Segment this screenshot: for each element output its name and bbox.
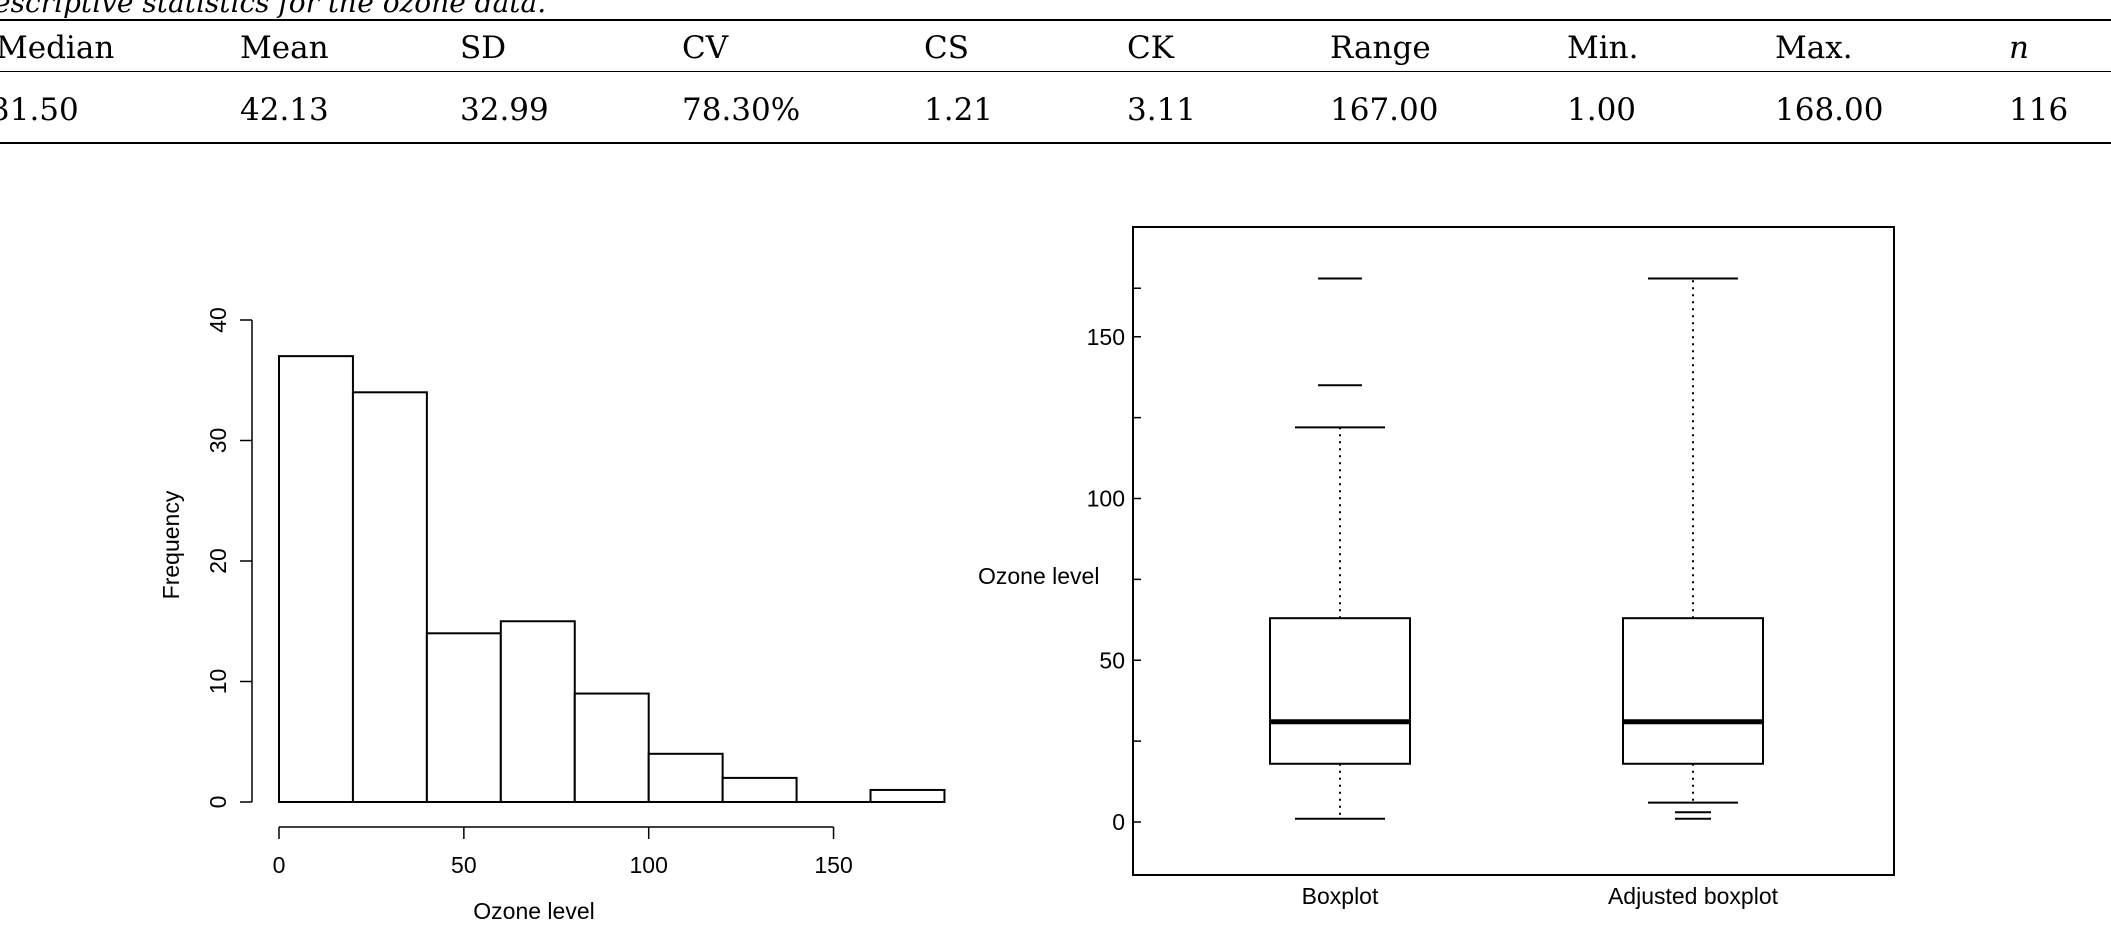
histogram-y-tick-label: 40: [205, 307, 231, 333]
boxplot-category-label: Adjusted boxplot: [1608, 883, 1779, 909]
histogram-x-tick-label: 150: [814, 852, 852, 878]
histogram-x-tick-label: 0: [273, 852, 286, 878]
histogram-bar: [869, 788, 946, 804]
table-header-cell: Mean: [240, 30, 329, 66]
table-value-cell: 3.11: [1127, 92, 1197, 128]
table-value-cell: 116: [2009, 92, 2069, 128]
table-value-cell: 31.50: [0, 92, 79, 128]
boxplot-y-tick-label: 0: [1112, 809, 1125, 835]
histogram-bar: [351, 391, 428, 803]
table-caption: escriptive statistics for the ozone data…: [0, 0, 547, 19]
table-value-cell: 1.00: [1567, 92, 1637, 128]
table-header-cell: CV: [682, 30, 729, 66]
table-header-cell: CK: [1127, 30, 1174, 66]
boxplot-box: [1269, 617, 1411, 765]
boxplot-ylabel: Ozone level: [978, 563, 1099, 589]
boxplot-box: [1622, 617, 1764, 765]
histogram-bar: [647, 752, 724, 803]
table-value-cell: 168.00: [1775, 92, 1884, 128]
table-bottom-rule: [0, 142, 2111, 144]
table-header-cell: Median: [0, 30, 115, 66]
boxplot-y-tick-label: 100: [1087, 486, 1125, 512]
boxplot-category-label: Boxplot: [1302, 883, 1379, 909]
table-header-cell: Range: [1330, 30, 1431, 66]
boxplot-chart: Ozone level 0 50 100 150 Boxplot Adjusted box…: [978, 226, 1895, 909]
histogram-x-tick-label: 100: [630, 852, 668, 878]
table-header-cell: Min.: [1567, 30, 1639, 66]
histogram-bar: [425, 632, 502, 803]
table-header-cell: CS: [924, 30, 969, 66]
histogram-bar: [573, 692, 650, 803]
table-top-rule: [0, 19, 2111, 21]
histogram-bar: [721, 776, 798, 804]
table-value-cell: 1.21: [924, 92, 994, 128]
histogram-y-tick-label: 10: [205, 669, 231, 695]
table-header-cell: SD: [460, 30, 507, 66]
histogram-y-tick-label: 20: [205, 548, 231, 574]
histogram-y-tick-label: 0: [205, 796, 231, 809]
table-header-rule: [0, 71, 2111, 72]
histogram-bar: [278, 355, 354, 803]
histogram-bar: [499, 620, 576, 803]
table-header-cell: n: [2009, 30, 2029, 66]
table-value-cell: 32.99: [460, 92, 549, 128]
histogram-y-tick-label: 30: [205, 428, 231, 454]
table-value-cell: 167.00: [1330, 92, 1439, 128]
histogram-chart: Ozone level Frequency 0 50 100 150 0 10 20 30 40: [158, 307, 946, 924]
table-header-cell: Max.: [1775, 30, 1853, 66]
histogram-xlabel: Ozone level: [473, 898, 594, 924]
histogram-ylabel: Frequency: [158, 490, 184, 599]
table-value-cell: 78.30%: [682, 92, 801, 128]
histogram-x-tick-label: 50: [451, 852, 477, 878]
boxplot-y-tick-label: 150: [1087, 324, 1125, 350]
boxplot-frame: [1132, 226, 1895, 876]
table-value-cell: 42.13: [240, 92, 329, 128]
boxplot-y-tick-label: 50: [1099, 647, 1125, 673]
